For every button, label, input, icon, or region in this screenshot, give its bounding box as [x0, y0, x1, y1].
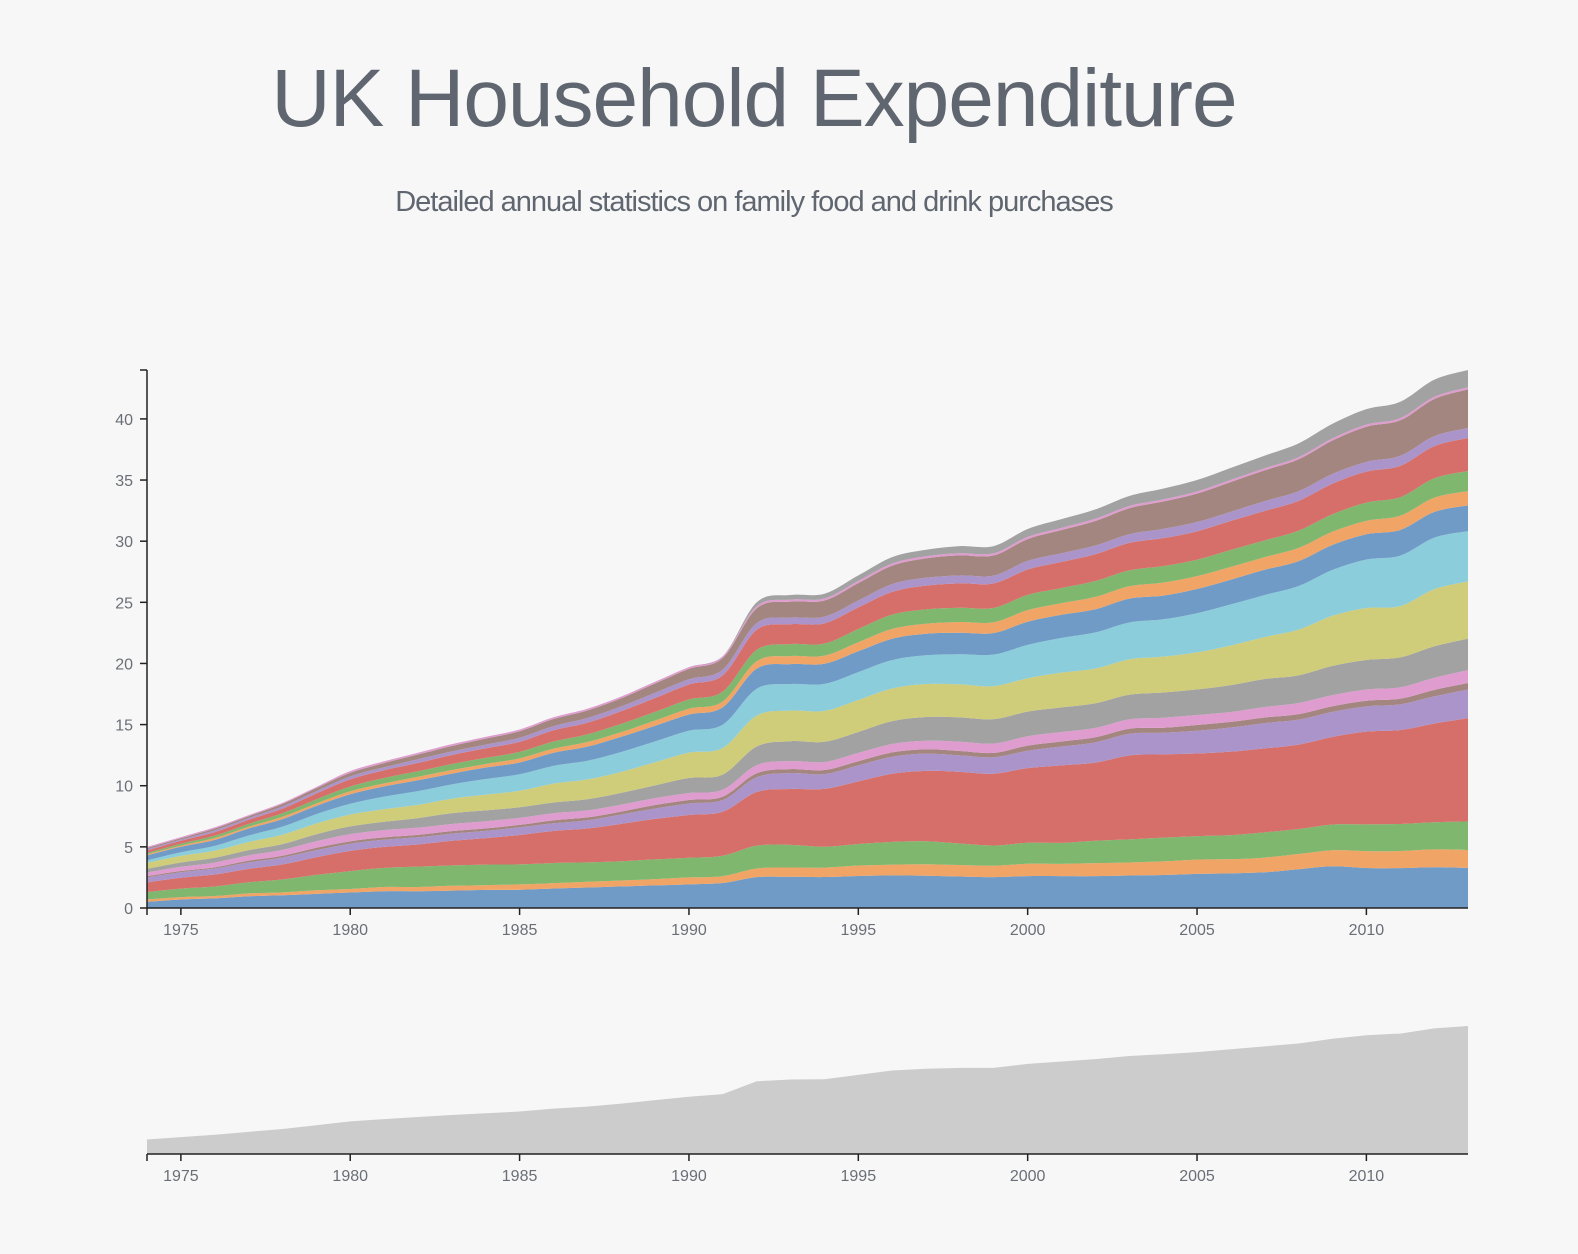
x-tick-label: 2005 — [1179, 922, 1215, 939]
y-tick-label: 30 — [115, 534, 133, 551]
context-x-tick-label: 1995 — [841, 1168, 877, 1185]
area-layer-2[interactable] — [147, 849, 1468, 902]
x-tick-label: 1990 — [671, 922, 707, 939]
area-layer-13[interactable] — [147, 471, 1468, 855]
y-tick-label: 20 — [115, 656, 133, 673]
context-x-tick-label: 2010 — [1349, 1168, 1385, 1185]
context-total-area[interactable] — [147, 1026, 1468, 1154]
main-stacked-area-chart[interactable]: 0 5 10 15 20 25 30 35 40 1975 1980 1985 1990 1995 200… — [0, 0, 1578, 960]
x-tick-label: 2000 — [1010, 922, 1046, 939]
context-x-tick-label: 2000 — [1010, 1168, 1046, 1185]
area-layer-3[interactable] — [147, 821, 1468, 900]
context-x-tick-label: 1990 — [671, 1168, 707, 1185]
y-tick-label: 25 — [115, 595, 133, 612]
context-area — [147, 1026, 1468, 1154]
area-layer-15[interactable] — [147, 428, 1468, 851]
area-layer-1[interactable] — [147, 866, 1468, 908]
area-layer-4[interactable] — [147, 718, 1468, 893]
x-axis: 1975 1980 1985 1990 1995 2000 2005 2010 — [146, 907, 1468, 939]
area-layer-7[interactable] — [147, 670, 1468, 877]
area-layer-14[interactable] — [147, 438, 1468, 853]
context-x-tick-label: 1975 — [163, 1168, 199, 1185]
area-layer-9[interactable] — [147, 581, 1468, 869]
y-tick-label: 10 — [115, 779, 133, 796]
y-tick-label: 5 — [124, 840, 133, 857]
area-layer-8[interactable] — [147, 638, 1468, 873]
page-subtitle: Detailed annual statistics on family foo… — [395, 186, 1114, 218]
area-layer-6[interactable] — [147, 683, 1468, 878]
area-layers — [147, 370, 1468, 908]
y-tick-label: 15 — [115, 718, 133, 735]
x-tick-label: 1995 — [841, 922, 877, 939]
page-title: UK Household Expenditure — [271, 53, 1237, 144]
context-x-tick-label: 2005 — [1179, 1168, 1215, 1185]
area-layer-11[interactable] — [147, 505, 1468, 861]
context-x-axis: 1975 1980 1985 1990 1995 2000 2005 2010 — [146, 1153, 1468, 1185]
y-tick-label: 35 — [115, 473, 133, 490]
context-x-tick-label: 1985 — [502, 1168, 538, 1185]
y-axis: 0 5 10 15 20 25 30 35 40 — [115, 369, 148, 918]
area-layer-5[interactable] — [147, 689, 1468, 883]
area-layer-10[interactable] — [147, 531, 1468, 863]
x-tick-label: 1980 — [332, 922, 368, 939]
x-tick-label: 1985 — [502, 922, 538, 939]
y-tick-label: 0 — [124, 901, 133, 918]
x-tick-label: 2010 — [1349, 922, 1385, 939]
x-tick-label: 1975 — [163, 922, 199, 939]
area-layer-12[interactable] — [147, 491, 1468, 856]
y-tick-label: 40 — [115, 412, 133, 429]
context-brush-chart[interactable]: 1975 1980 1985 1990 1995 2000 2005 2010 — [0, 1000, 1578, 1254]
context-x-tick-label: 1980 — [332, 1168, 368, 1185]
